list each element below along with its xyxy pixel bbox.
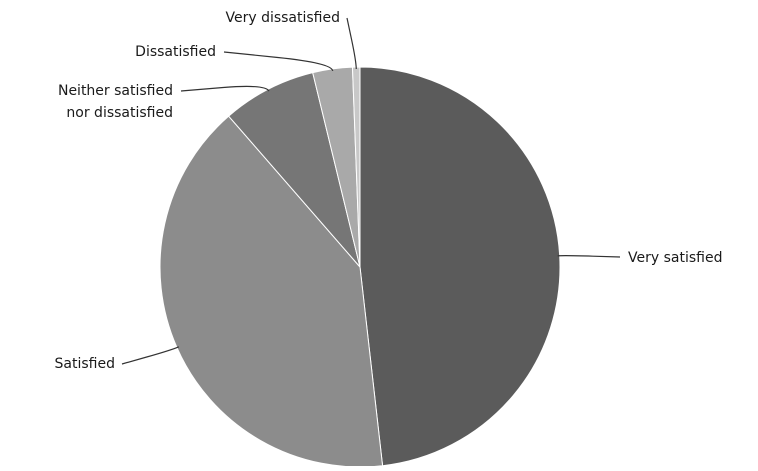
leader-line-very-dissatisfied xyxy=(346,17,357,70)
leader-lines-layer xyxy=(121,17,621,365)
slice-label-dissatisfied: Dissatisfied xyxy=(135,44,216,60)
leader-line-satisfied xyxy=(121,346,180,365)
slice-label-very-satisfied: Very satisfied xyxy=(628,250,722,266)
slices-layer xyxy=(159,66,561,468)
pie-slice-very-satisfied xyxy=(359,66,561,467)
leader-line-very-satisfied xyxy=(557,255,621,258)
leader-line-dissatisfied xyxy=(223,51,334,72)
leader-line-neither-satisfied-nor-dissatisfied xyxy=(180,85,270,92)
slice-label-very-dissatisfied: Very dissatisfied xyxy=(225,10,340,26)
labels-layer: Very satisfied Satisfied Neither satisfied… xyxy=(55,10,723,372)
slice-label-satisfied: Satisfied xyxy=(55,356,115,372)
slice-label-neither-satisfied-nor-dissatisfied: Neither satisfied nor dissatisfied xyxy=(58,83,173,121)
